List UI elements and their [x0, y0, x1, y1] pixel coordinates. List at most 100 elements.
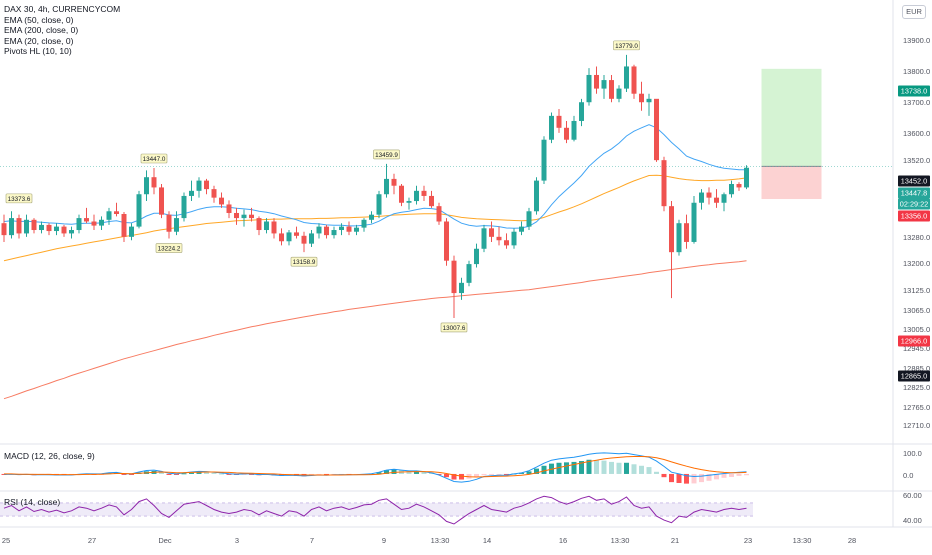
candle — [684, 214, 689, 249]
currency-badge[interactable]: EUR — [902, 5, 926, 19]
candle — [286, 230, 292, 246]
candle-body — [436, 206, 442, 222]
candle — [294, 226, 299, 239]
macd-histogram-bar — [159, 472, 164, 474]
macd-histogram-bar — [721, 473, 727, 478]
candle-body — [196, 180, 202, 191]
candle-body — [534, 180, 539, 212]
badge-bg — [898, 198, 930, 210]
pivot-box — [155, 243, 183, 253]
badge-bg — [898, 210, 930, 222]
time-tick-label: 14 — [483, 536, 491, 545]
candle-body — [579, 102, 584, 121]
candle — [699, 189, 704, 210]
candle-body — [129, 226, 134, 237]
time-axis[interactable]: 25 27 Dec 3 7 9 13:30 14 16 13:30 21 23 13:30 28 — [2, 536, 856, 545]
candle — [166, 211, 172, 239]
macd-histogram-bar — [241, 473, 247, 475]
candle-body — [496, 236, 502, 241]
candle-body — [609, 80, 614, 99]
badge-text: 12966.0 — [901, 337, 927, 346]
candle — [196, 177, 202, 198]
macd-histogram-bar — [414, 470, 419, 474]
ema-20-line — [3, 124, 747, 229]
candle — [151, 167, 157, 195]
macd-histogram-bar — [616, 462, 622, 474]
candle — [1, 214, 7, 242]
ema-50-line — [3, 174, 747, 262]
candle — [406, 197, 412, 210]
candle-body — [241, 214, 247, 219]
candle-body — [594, 74, 599, 89]
price-axis-badge: 12966.0 — [898, 335, 930, 347]
rsi-label[interactable]: RSI (14, close) — [4, 497, 61, 507]
candle-body — [616, 88, 622, 99]
badge-bg — [898, 175, 930, 187]
candle — [519, 221, 524, 236]
indicator-pivots-label[interactable]: Pivots HL (10, 10) — [4, 46, 72, 56]
candle — [384, 163, 389, 198]
macd-histogram-bar — [129, 473, 134, 475]
price-tick-label: 13125.0 — [903, 286, 930, 295]
candle-body — [406, 201, 412, 203]
price-tick-label: 12765.0 — [903, 403, 930, 412]
candle — [106, 207, 112, 225]
macd-histogram-bar — [699, 473, 704, 483]
candle — [174, 211, 179, 236]
candle-body — [744, 167, 749, 188]
indicator-ema50-label[interactable]: EMA (50, close, 0) — [4, 14, 74, 25]
badge-text: 02:29:22 — [900, 200, 928, 209]
candle — [301, 231, 307, 253]
candle-body — [166, 214, 172, 232]
candle-body — [721, 194, 727, 203]
macd-histogram-bar — [744, 473, 749, 476]
candle-body — [309, 233, 314, 244]
candle-body — [654, 98, 659, 161]
candle-body — [541, 139, 547, 181]
macd-histogram-bar — [639, 465, 644, 474]
macd-histogram-bar — [249, 473, 254, 475]
macd-histogram-bar — [1, 473, 7, 475]
symbol-title[interactable]: DAX 30, 4h, CURRENCYCOM — [4, 4, 121, 14]
candle-body — [639, 93, 644, 103]
candle — [421, 185, 427, 202]
macd-histogram-bar — [691, 473, 697, 484]
candle — [39, 221, 44, 234]
candle — [676, 219, 682, 256]
macd-histogram-bar — [624, 462, 629, 474]
pivot-label: 13779.0 — [613, 40, 640, 51]
candle — [526, 207, 532, 231]
candle-body — [189, 190, 194, 196]
candle — [631, 64, 637, 99]
macd-histogram-bar — [459, 473, 464, 480]
long-position-tool[interactable] — [0, 68, 893, 200]
pivot-label: 13007.6 — [440, 322, 468, 333]
price-axis-badge: 13356.0 — [898, 210, 930, 222]
candle-body — [399, 185, 404, 203]
macd-histogram-bar — [586, 459, 592, 474]
candle — [496, 226, 502, 246]
candle-body — [324, 226, 329, 236]
indicator-ema200-label[interactable]: EMA (200, close, 0) — [4, 25, 79, 35]
candle — [661, 156, 667, 212]
candle — [339, 223, 344, 236]
pivot-labels: 13373.6 13447.0 13224.2 13158.9 13459.9 13007… — [5, 40, 640, 333]
badge-text: 13447.8 — [901, 189, 927, 198]
candle — [706, 187, 712, 205]
macd-label[interactable]: MACD (12, 26, close, 9) — [4, 451, 95, 461]
candle-body — [286, 232, 292, 242]
macd-histogram-bar — [564, 462, 569, 474]
macd-histogram-bar — [729, 473, 734, 477]
candle-body — [9, 218, 14, 236]
price-axis[interactable]: 13900.0 13800.0 13700.0 13600.0 13520.0 13452… — [898, 36, 930, 525]
candle-body — [46, 224, 52, 232]
candle-body — [256, 218, 262, 231]
macd-histogram-bar — [189, 472, 194, 474]
candle-body — [421, 190, 427, 196]
rsi-tick-label: 40.00 — [903, 516, 922, 525]
indicator-ema20-label[interactable]: EMA (20, close, 0) — [4, 35, 74, 46]
pivot-label: 13158.9 — [290, 256, 318, 267]
candle-body — [504, 240, 509, 246]
